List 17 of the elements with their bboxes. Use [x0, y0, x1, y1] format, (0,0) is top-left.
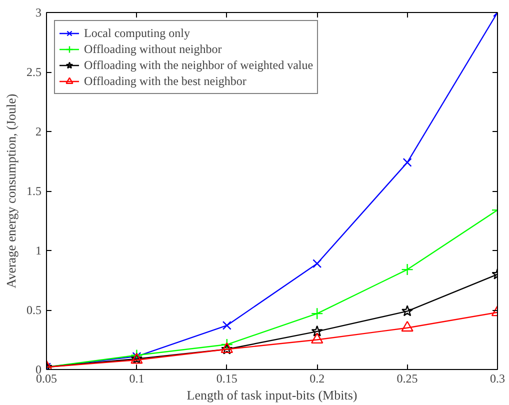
y-tick-label: 2.5: [26, 65, 42, 79]
y-tick-label: 1.5: [26, 184, 42, 198]
y-axis-title: Average energy consumption, (Joule): [4, 94, 18, 288]
y-tick-label: 3: [36, 6, 42, 20]
x-tick-label: 0.2: [310, 372, 325, 386]
legend-label: Local computing only: [84, 25, 190, 41]
x-tick-label: 0.15: [216, 372, 238, 386]
x-axis-title: Length of task input-bits (Mbits): [186, 388, 358, 402]
y-tick-label: 1: [36, 244, 42, 258]
legend-label: Offloading with the best neighbor: [84, 73, 246, 89]
x-tick-label: 0.25: [396, 372, 418, 386]
y-tick-label: 2: [36, 124, 42, 138]
x-tick-label: 0.1: [129, 372, 144, 386]
legend-label: Offloading without neighbor: [84, 41, 222, 57]
legend-label: Offloading with the neighbor of weighted value: [84, 57, 314, 73]
y-tick-label: 0.5: [26, 303, 42, 317]
x-tick-label: 0.3: [490, 372, 505, 386]
